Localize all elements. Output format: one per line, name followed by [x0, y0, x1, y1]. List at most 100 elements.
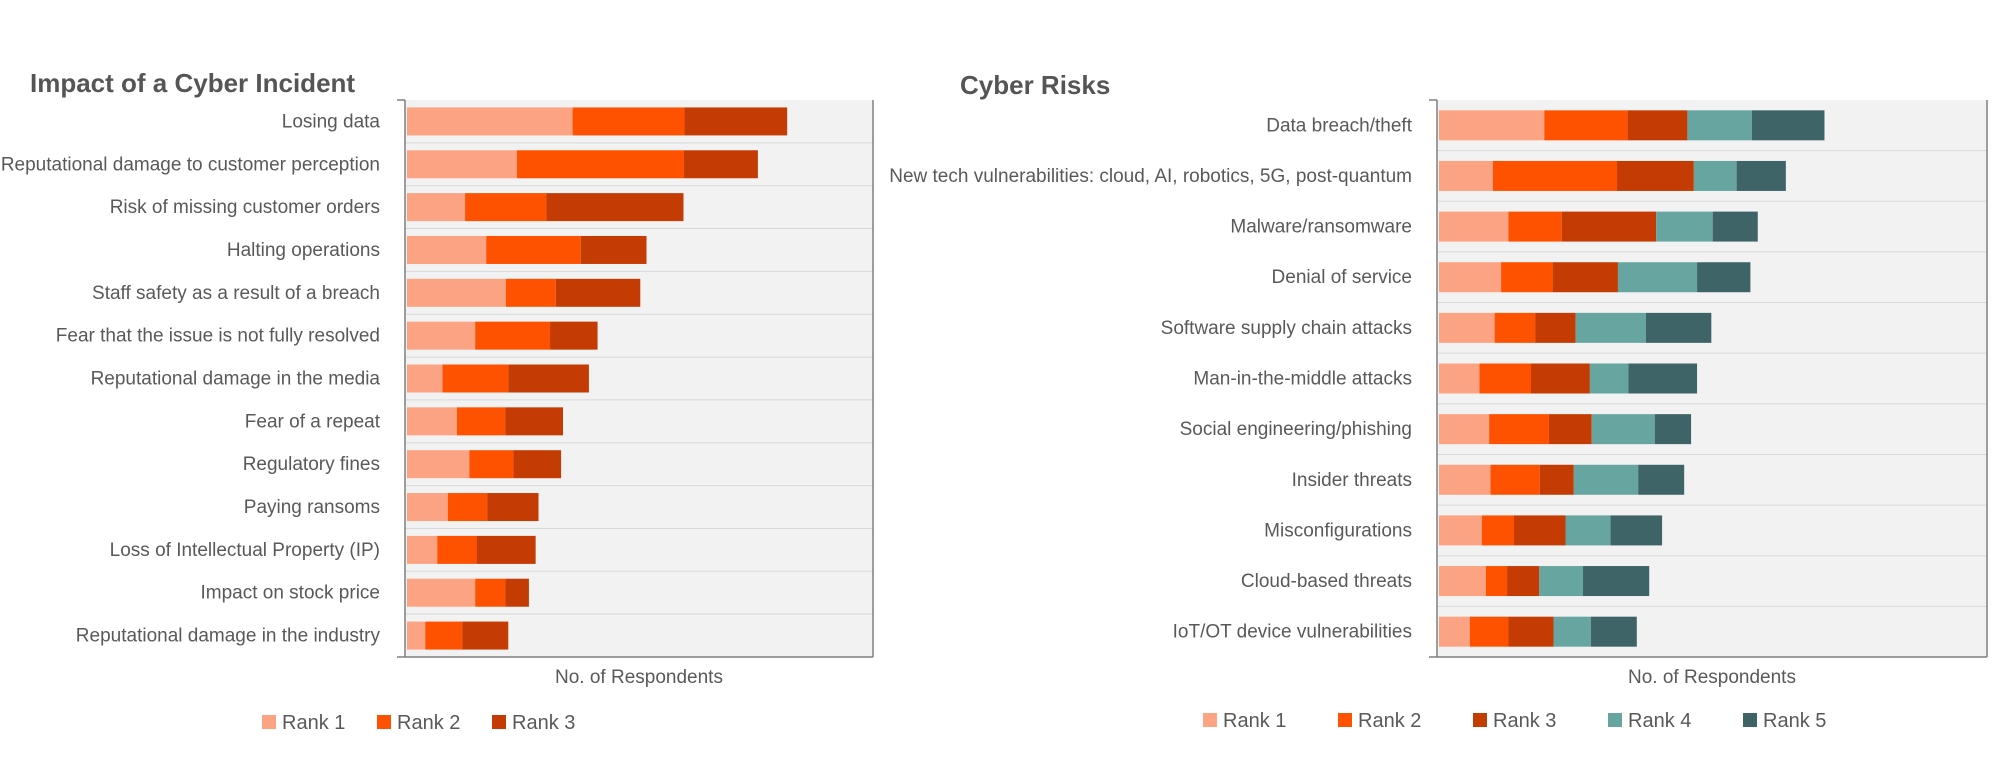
- bar-rank-3: [1531, 363, 1590, 394]
- category-label: Social engineering/phishing: [1180, 419, 1412, 440]
- legend-swatch: [1473, 713, 1487, 727]
- legend-item-rank-2: Rank 2: [1338, 710, 1421, 732]
- bar-rank-3: [684, 107, 788, 136]
- category-label: Reputational damage in the industry: [76, 626, 381, 647]
- bar-rank-3: [1507, 566, 1540, 597]
- legend-label: Rank 3: [1493, 710, 1556, 732]
- bar-rank-3: [550, 321, 598, 350]
- chart-title: Impact of a Cyber Incident: [30, 68, 355, 98]
- bar-rank-3: [555, 278, 641, 307]
- bar-rank-3: [1552, 262, 1618, 293]
- bar-rank-5: [1610, 515, 1663, 546]
- bar-rank-3: [546, 193, 684, 222]
- legend-item-rank-4: Rank 4: [1608, 710, 1691, 732]
- bar-rank-2: [1494, 312, 1536, 343]
- cyber-risks-chart: Data breach/theft New tech vulnerabilitie…: [889, 70, 1988, 732]
- bar-rank-2: [447, 493, 488, 522]
- legend-item-rank-1: Rank 1: [1203, 710, 1286, 732]
- bar-rank-3: [1535, 312, 1576, 343]
- bar-rank-1: [1439, 312, 1495, 343]
- bar-rank-2: [1492, 160, 1618, 191]
- bar-rank-2: [469, 450, 514, 479]
- category-label: Denial of service: [1272, 267, 1412, 288]
- bar-rank-2: [425, 621, 463, 650]
- bar-rank-2: [1544, 110, 1628, 141]
- bar-rank-4: [1539, 566, 1583, 597]
- impact-chart: Losing data Reputational damage to custom…: [1, 68, 874, 734]
- bar-rank-4: [1591, 414, 1655, 445]
- bar-rank-3: [1561, 211, 1657, 242]
- bar-rank-1: [1439, 616, 1470, 647]
- bar-rank-3: [1627, 110, 1688, 141]
- category-label: Risk of missing customer orders: [110, 197, 380, 218]
- bar-rank-4: [1656, 211, 1713, 242]
- bar-rank-1: [407, 364, 443, 393]
- legend-swatch: [1743, 713, 1757, 727]
- bar-rank-5: [1646, 312, 1712, 343]
- bar-rank-1: [1439, 566, 1486, 597]
- bar-rank-2: [475, 578, 506, 607]
- bar-rank-3: [505, 578, 529, 607]
- bar-rank-1: [407, 107, 573, 136]
- category-label: Paying ransoms: [244, 497, 380, 518]
- bar-rank-2: [465, 193, 547, 222]
- bar-rank-1: [407, 321, 476, 350]
- category-label: Halting operations: [227, 240, 380, 261]
- bar-rank-1: [407, 235, 487, 264]
- x-axis-label: No. of Respondents: [555, 667, 723, 688]
- category-label: Losing data: [282, 111, 381, 132]
- bar-rank-2: [516, 150, 684, 179]
- category-label: Loss of Intellectual Property (IP): [110, 540, 380, 561]
- bar-rank-4: [1693, 160, 1737, 191]
- legend-swatch: [1203, 713, 1217, 727]
- bar-rank-3: [580, 235, 647, 264]
- bar-rank-1: [407, 450, 470, 479]
- category-label: Reputational damage to customer percepti…: [1, 154, 380, 175]
- bar-rank-1: [1439, 211, 1509, 242]
- bar-rank-3: [476, 535, 536, 564]
- category-label: Data breach/theft: [1266, 115, 1412, 136]
- category-label: Man-in-the-middle attacks: [1193, 369, 1412, 390]
- bar-rank-3: [513, 450, 562, 479]
- bar-rank-1: [407, 150, 517, 179]
- bar-rank-2: [437, 535, 477, 564]
- bar-rank-1: [1439, 414, 1490, 445]
- bar-rank-2: [456, 407, 506, 436]
- bar-rank-1: [407, 621, 426, 650]
- bar-rank-2: [1501, 262, 1553, 293]
- legend-item-rank-1: Rank 1: [262, 712, 345, 734]
- category-label: Regulatory fines: [243, 454, 380, 475]
- legend-label: Rank 3: [512, 712, 575, 734]
- category-label: Staff safety as a result of a breach: [92, 283, 380, 304]
- category-label: Cloud-based threats: [1241, 571, 1412, 592]
- category-label: New tech vulnerabilities: cloud, AI, rob…: [889, 166, 1412, 187]
- legend-item-rank-2: Rank 2: [377, 712, 460, 734]
- legend-swatch: [377, 715, 391, 729]
- bar-rank-2: [442, 364, 509, 393]
- bar-rank-3: [683, 150, 758, 179]
- legend-label: Rank 2: [1358, 710, 1421, 732]
- bar-rank-5: [1697, 262, 1751, 293]
- bar-rank-3: [487, 493, 539, 522]
- bar-rank-2: [572, 107, 685, 136]
- category-label: Fear that the issue is not fully resolve…: [56, 326, 380, 347]
- bar-rank-4: [1575, 312, 1646, 343]
- bar-rank-1: [407, 193, 466, 222]
- bar-rank-2: [1508, 211, 1562, 242]
- bar-rank-3: [1513, 515, 1566, 546]
- bar-rank-3: [505, 407, 563, 436]
- bar-rank-3: [1617, 160, 1694, 191]
- legend-item-rank-5: Rank 5: [1743, 710, 1826, 732]
- bar-rank-4: [1589, 363, 1629, 394]
- bar-rank-2: [505, 278, 556, 307]
- category-label: Malware/ransomware: [1230, 217, 1412, 238]
- chart-title: Cyber Risks: [960, 70, 1110, 100]
- bar-rank-1: [1439, 464, 1491, 495]
- bar-rank-1: [1439, 160, 1493, 191]
- bar-rank-3: [508, 364, 589, 393]
- bar-rank-1: [407, 407, 457, 436]
- category-label: IoT/OT device vulnerabilities: [1173, 622, 1412, 643]
- category-label: Impact on stock price: [200, 583, 380, 604]
